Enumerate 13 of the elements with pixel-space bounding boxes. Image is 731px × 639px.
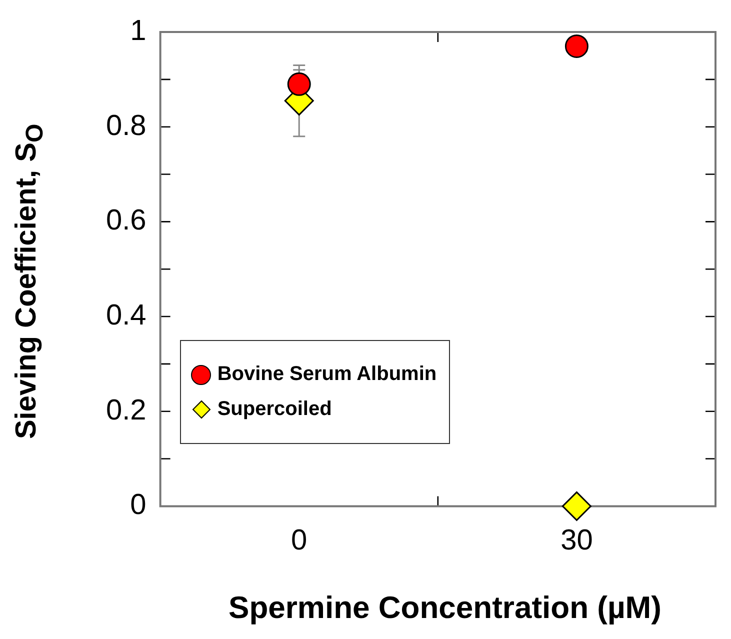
y-tick-label: 0.6 (106, 204, 146, 237)
x-axis-title: Spermine Concentration (µM) (228, 590, 662, 626)
point (562, 491, 592, 521)
point (564, 34, 588, 58)
y-tick-label: 0.2 (106, 394, 146, 426)
y-tick-label: 1 (130, 15, 146, 47)
y-tick-label: 0.4 (106, 300, 146, 332)
y-tick-label: 0.8 (106, 110, 146, 142)
point (287, 72, 311, 96)
y-tick-label: 0 (130, 489, 146, 522)
legend-label: Bovine Serum Albumin (217, 363, 437, 386)
x-tick-label: 30 (560, 524, 593, 557)
legend-label: Supercoiled (217, 398, 332, 422)
